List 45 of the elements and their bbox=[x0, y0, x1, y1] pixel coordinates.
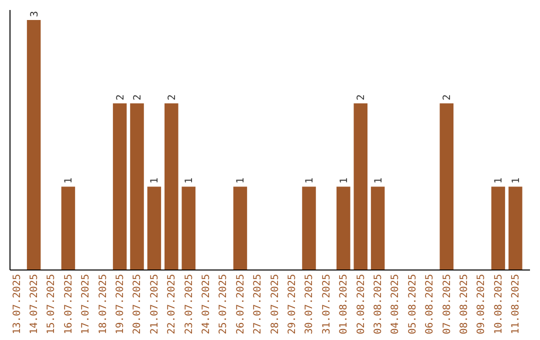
x-tick-label: 21.07.2025 bbox=[149, 274, 160, 334]
data-label: 2 bbox=[132, 94, 144, 100]
data-label: 1 bbox=[236, 178, 247, 184]
x-tick-label: 09.08.2025 bbox=[476, 274, 488, 334]
x-tick-label: 17.07.2025 bbox=[80, 274, 92, 334]
data-label: 2 bbox=[166, 94, 178, 100]
x-tick-label: 11.08.2025 bbox=[510, 274, 522, 334]
x-tick-label: 27.07.2025 bbox=[252, 274, 264, 334]
x-tick-label: 10.08.2025 bbox=[493, 274, 504, 334]
x-tick-label: 13.07.2025 bbox=[12, 274, 23, 334]
x-tick-label: 26.07.2025 bbox=[235, 274, 246, 334]
data-label: 1 bbox=[338, 178, 350, 184]
data-label: 1 bbox=[184, 178, 196, 184]
x-tick-label: 07.08.2025 bbox=[442, 274, 453, 334]
x-tick-label: 08.08.2025 bbox=[459, 274, 470, 334]
x-tick-label: 25.07.2025 bbox=[218, 274, 230, 334]
data-label: 1 bbox=[150, 178, 161, 184]
data-label: 2 bbox=[356, 94, 368, 100]
data-label: 2 bbox=[442, 94, 454, 100]
x-tick-label: 30.07.2025 bbox=[304, 274, 316, 334]
data-label: 1 bbox=[494, 178, 505, 184]
data-label: 3 bbox=[29, 10, 40, 17]
x-tick-label: 29.07.2025 bbox=[287, 274, 298, 334]
x-tick-label: 06.08.2025 bbox=[424, 274, 436, 334]
x-tick-label: 28.07.2025 bbox=[270, 274, 281, 334]
x-tick-label: 23.07.2025 bbox=[184, 274, 195, 334]
x-tick-label: 04.08.2025 bbox=[390, 274, 402, 334]
x-tick-label: 03.08.2025 bbox=[373, 274, 384, 334]
x-tick-label: 31.07.2025 bbox=[321, 274, 332, 334]
x-tick-label: 15.07.2025 bbox=[46, 274, 58, 334]
data-label: 1 bbox=[304, 178, 316, 184]
data-label: 1 bbox=[510, 178, 522, 184]
x-tick-label: 22.07.2025 bbox=[166, 274, 178, 334]
x-tick-label: 02.08.2025 bbox=[356, 274, 367, 334]
x-tick-label: 24.07.2025 bbox=[201, 274, 212, 334]
x-tick-label: 20.07.2025 bbox=[132, 274, 144, 334]
x-tick-label: 19.07.2025 bbox=[115, 274, 126, 334]
x-tick-label: 01.08.2025 bbox=[338, 274, 350, 334]
data-label: 2 bbox=[115, 94, 126, 100]
data-label: 1 bbox=[64, 178, 75, 184]
x-tick-label: 14.07.2025 bbox=[29, 274, 40, 334]
data-label: 1 bbox=[373, 178, 384, 184]
x-tick-label: 05.08.2025 bbox=[407, 274, 418, 334]
x-tick-label: 18.07.2025 bbox=[98, 274, 109, 334]
x-tick-label: 16.07.2025 bbox=[63, 274, 74, 334]
